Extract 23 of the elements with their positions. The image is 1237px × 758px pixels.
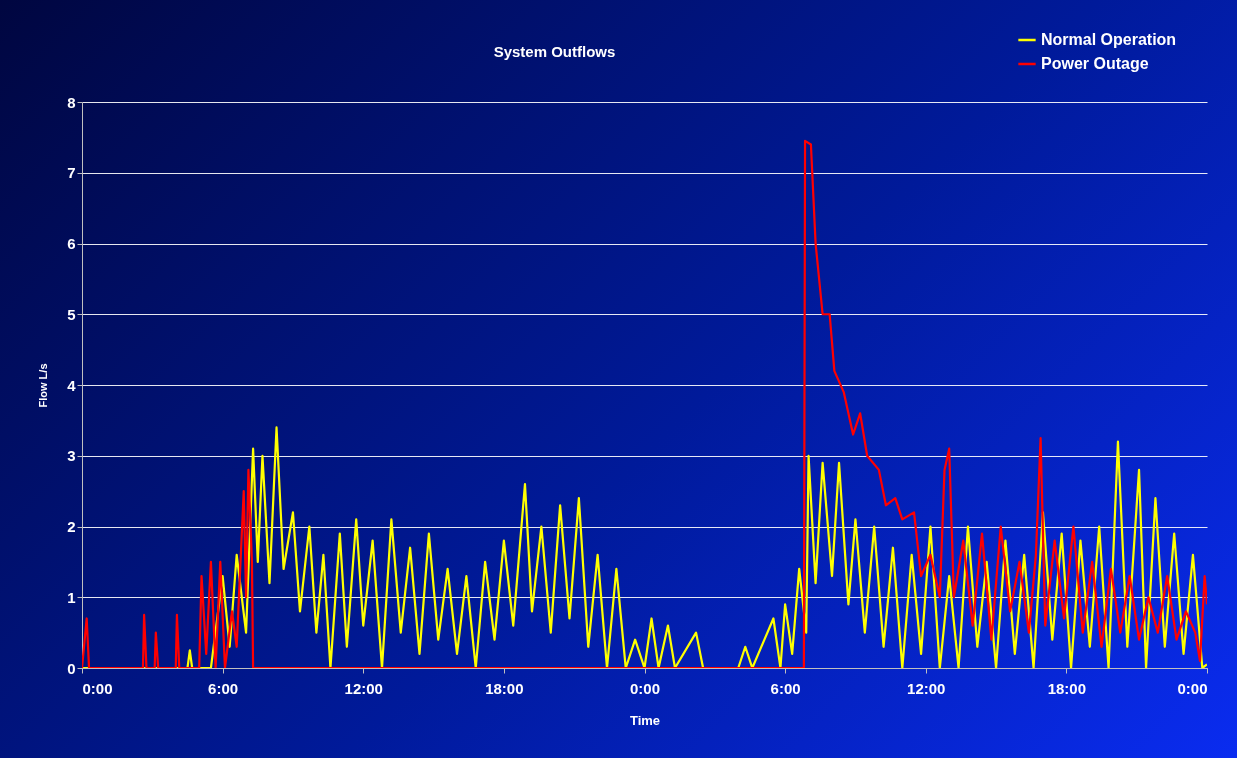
y-tick-label: 8 <box>67 93 76 111</box>
x-axis-title: Time <box>629 712 661 728</box>
x-tick-label: 18:00 <box>485 679 524 697</box>
x-tick-label: 6:00 <box>208 679 239 697</box>
y-tick-label: 0 <box>67 659 76 677</box>
y-axis-title: Flow L/s <box>37 363 50 408</box>
y-tick-label: 4 <box>67 376 77 394</box>
y-tick-label: 7 <box>67 164 76 182</box>
x-tick-label: 12:00 <box>907 679 946 697</box>
y-tick-label: 1 <box>67 588 76 606</box>
chart-title: System Outflows <box>493 43 616 60</box>
x-tick-label: 0:00 <box>82 679 113 697</box>
y-tick-label: 5 <box>67 305 76 323</box>
x-tick-label: 12:00 <box>344 679 383 697</box>
legend-label: Normal Operation <box>1041 31 1177 48</box>
x-tick-label: 6:00 <box>770 679 801 697</box>
x-tick-label: 0:00 <box>1177 679 1208 697</box>
x-tick-label: 18:00 <box>1047 679 1087 697</box>
y-tick-label: 2 <box>67 518 76 535</box>
y-tick-label: 6 <box>67 235 76 252</box>
x-tick-label: 0:00 <box>629 679 661 697</box>
y-tick-label: 3 <box>67 447 76 465</box>
legend-label: Power Outage <box>1041 55 1149 72</box>
